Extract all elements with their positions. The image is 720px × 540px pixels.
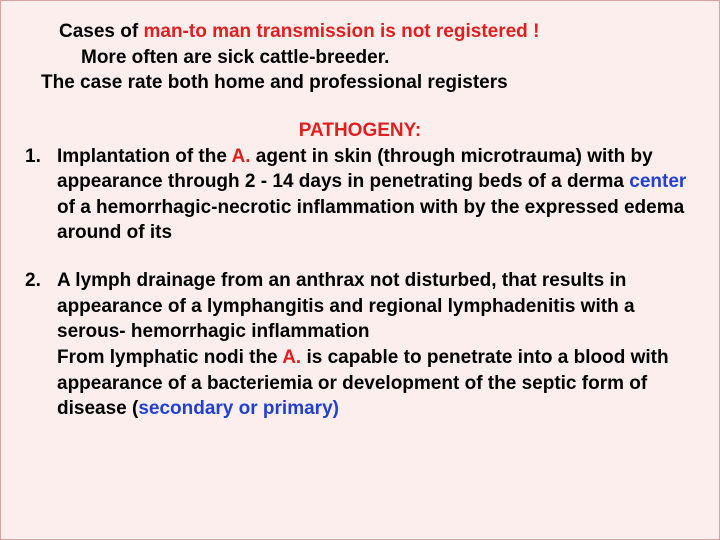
item1-seg-a: Implantation of the [57,146,232,167]
list-item-2: A lymph drainage from an anthrax not dis… [29,268,691,345]
item2-text: A lymph drainage from an anthrax not dis… [57,270,635,342]
spacer [29,96,691,118]
after-list-paragraph: From lymphatic nodi the A. is capable to… [29,345,691,422]
pathogeny-list: Implantation of the A. agent in skin (th… [29,144,691,345]
slide-body: Cases of man-to man transmission is not … [0,0,720,540]
list-item-1: Implantation of the A. agent in skin (th… [29,144,691,247]
intro-line-3: The case rate both home and professional… [29,70,691,96]
item1-seg-e: of a hemorrhagic-necrotic inflammation w… [57,197,684,244]
intro-line-1: Cases of man-to man transmission is not … [29,19,691,45]
after-seg-a: From lymphatic nodi the [57,347,282,368]
after-seg-d: secondary or primary) [138,398,339,419]
intro-line-1-a: Cases of [59,21,143,42]
item1-seg-b: A. [232,146,251,167]
intro-line-2: More often are sick cattle-breeder. [29,45,691,71]
pathogeny-heading: PATHOGENY: [29,118,691,144]
after-seg-b: A. [282,347,301,368]
item1-seg-d: center [629,171,686,192]
intro-line-1-b: man-to man transmission is not registere… [143,21,539,42]
